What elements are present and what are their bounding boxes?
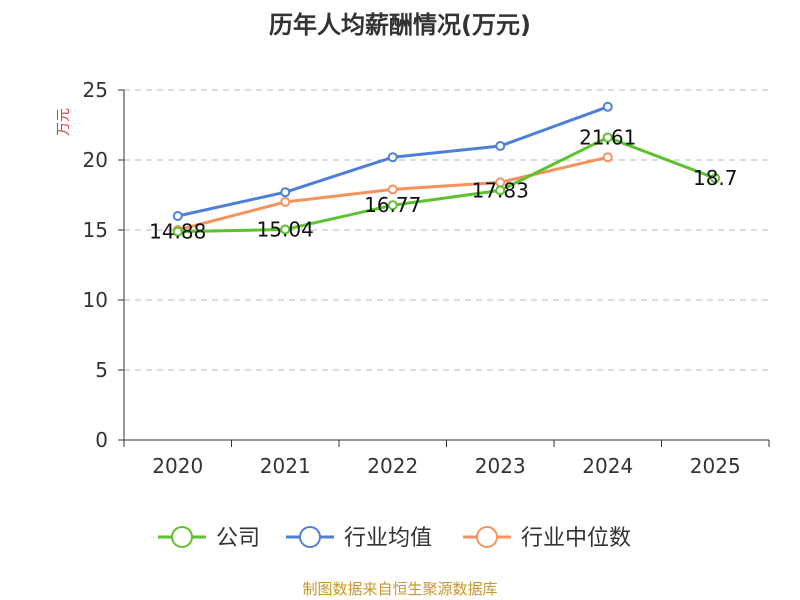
y-tick-label: 20 bbox=[83, 148, 108, 172]
data-point bbox=[387, 184, 398, 195]
data-point bbox=[172, 211, 183, 221]
y-tick-label: 0 bbox=[95, 428, 108, 452]
data-point bbox=[172, 226, 183, 237]
legend-label: 行业中位数 bbox=[521, 526, 631, 551]
data-label: 14.88 bbox=[149, 220, 206, 244]
data-point bbox=[387, 152, 398, 163]
data-point bbox=[495, 185, 506, 196]
data-point bbox=[495, 141, 506, 151]
legend-marker bbox=[299, 526, 321, 548]
legend-marker bbox=[476, 526, 498, 548]
data-point bbox=[387, 200, 398, 211]
data-point bbox=[710, 173, 721, 184]
x-tick-label: 2025 bbox=[690, 454, 741, 478]
legend-label: 行业均值 bbox=[344, 526, 432, 551]
x-tick-label: 2023 bbox=[475, 454, 526, 478]
chart-title: 历年人均薪酬情况(万元) bbox=[269, 11, 531, 39]
y-tick-label: 25 bbox=[83, 78, 108, 102]
series-line-0 bbox=[176, 135, 717, 234]
data-point bbox=[280, 224, 291, 235]
data-label: 18.7 bbox=[693, 166, 738, 190]
y-tick-label: 10 bbox=[83, 288, 108, 312]
data-point bbox=[280, 197, 291, 207]
y-axis-label: 万元 bbox=[56, 108, 72, 136]
x-tick-label: 2020 bbox=[152, 454, 203, 478]
legend-marker bbox=[171, 526, 193, 548]
data-label: 15.04 bbox=[257, 217, 314, 241]
data-label: 16.77 bbox=[364, 193, 421, 217]
y-tick-label: 15 bbox=[83, 218, 108, 242]
data-point bbox=[280, 187, 291, 198]
data-point bbox=[602, 101, 613, 112]
x-tick-label: 2024 bbox=[582, 454, 633, 478]
y-tick-label: 5 bbox=[95, 358, 108, 382]
data-label: 21.61 bbox=[579, 125, 636, 149]
data-point bbox=[602, 132, 613, 143]
x-tick-label: 2022 bbox=[367, 454, 418, 478]
x-tick-label: 2021 bbox=[260, 454, 311, 478]
legend-label: 公司 bbox=[216, 526, 260, 551]
source-note: 制图数据来自恒生聚源数据库 bbox=[302, 580, 497, 598]
data-point bbox=[602, 152, 613, 163]
data-label: 17.83 bbox=[472, 178, 529, 202]
